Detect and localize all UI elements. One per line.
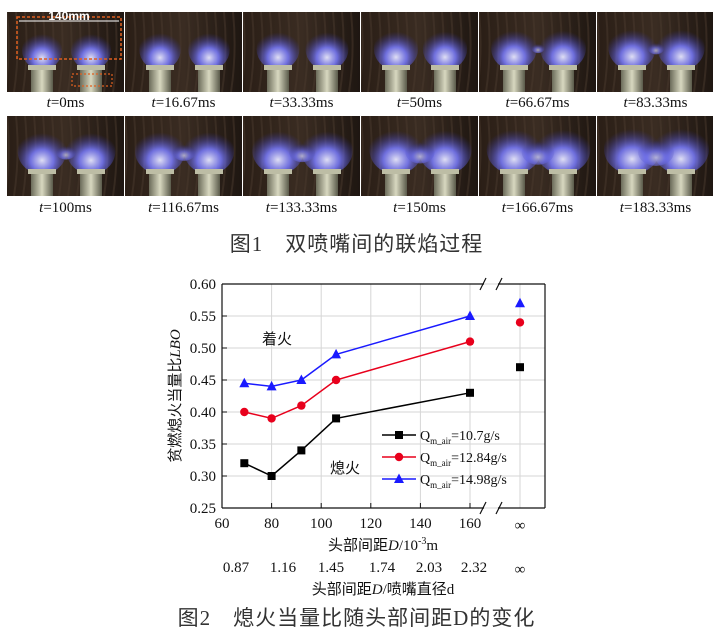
y-tick-label: 0.45 [190,373,216,389]
frame-time-label: t=66.67ms [505,95,570,111]
x2-tick-label: 2.32 [461,560,487,576]
data-point-square [332,414,341,423]
x-tick-label-infinity: ∞ [515,518,526,534]
x-tick-label: 100 [310,516,333,532]
x-tick-label: 160 [459,516,482,532]
x-tick-label: 80 [264,516,279,532]
y-tick-label: 0.30 [190,469,216,485]
data-point-circle [465,337,475,346]
flame-frame [597,116,713,196]
data-point-triangle [394,473,404,483]
y-tick-label: 0.40 [190,405,216,421]
x2-tick-label: 2.03 [416,560,442,576]
flame-frame [597,12,713,92]
data-point-square [466,388,474,397]
data-point-square [267,472,276,480]
axis-break-mark [479,277,487,291]
flame-frame [361,12,478,92]
y-tick-label: 0.50 [190,341,216,357]
flame-frame: 140mm [7,12,124,92]
flame-frame [479,116,596,196]
flame-frame [243,116,360,196]
axis-break-mark [495,501,503,515]
flame-frame [125,12,242,92]
legend-entry: Qm_air=12.84g/s [420,451,507,468]
frame-time-label: t=50ms [396,95,443,111]
frame-time-label: t=150ms [393,200,446,216]
data-point-square [297,446,306,455]
frame-time-label: t=0ms [46,95,85,111]
flame-frame [125,116,242,196]
frame-time-label: t=133.33ms [265,200,338,216]
x-tick-label: 60 [215,516,230,532]
data-point-circle [394,452,404,462]
frame-time-label: t=100ms [39,200,92,216]
figure2-caption: 图2 熄火当量比随头部间距D的变化 [177,606,536,630]
x2-tick-label: 1.45 [318,560,344,576]
data-point-circle [515,318,525,327]
flame-frame [7,116,124,196]
y-tick-label: 0.60 [190,277,216,293]
data-point-circle [240,407,249,417]
data-point-square [516,363,524,372]
data-point-circle [331,375,341,385]
scale-annotation: 140mm [48,12,89,23]
x2-axis-label: 头部间距D/喷嘴直径d [312,581,455,598]
y-tick-label: 0.25 [190,501,216,517]
frame-time-label: t=166.67ms [501,200,574,216]
data-point-circle [297,401,306,410]
data-point-triangle [266,380,277,391]
data-point-triangle [515,297,525,308]
legend-entry: Qm_air=10.7g/s [420,429,500,446]
flame-frame [479,12,596,92]
flame-frame [361,116,478,196]
data-point-circle [267,414,276,423]
x2-tick-label: 1.16 [270,560,297,576]
x2-tick-label: 0.87 [223,560,250,576]
x2-tick-label: 1.74 [369,560,396,576]
extinction-annotation: 熄火 [330,460,360,477]
frame-time-label: t=16.67ms [151,95,216,111]
data-point-square [395,431,403,439]
frame-time-label: t=116.67ms [148,200,219,216]
data-point-triangle [465,310,475,320]
flame-frame [243,12,360,92]
x2-tick-label-infinity: ∞ [515,562,526,578]
x-tick-label: 140 [409,516,432,532]
frame-time-label: t=33.33ms [269,95,334,111]
x-tick-label: 120 [360,516,383,532]
axis-break-mark [495,277,503,291]
legend-entry: Qm_air=14.98g/s [420,473,507,490]
data-point-triangle [331,348,342,359]
frame-time-label: t=183.33ms [619,200,692,216]
y-tick-label: 0.35 [190,437,216,453]
data-point-triangle [296,374,307,384]
ignition-annotation: 着火 [262,331,292,348]
lbo-chart: 0.25 0.30 0.35 0.40 0.45 0.50 0.55 0.60 60 80 100 1… [166,277,546,598]
x-axis-label: 头部间距D/10-3m [328,536,438,554]
figure1-caption: 图1 双喷嘴间的联焰过程 [229,232,484,256]
axis-break-mark [479,501,487,515]
data-point-square [240,459,249,468]
y-axis-label: 贫燃熄火当量比LBO [166,329,184,463]
y-tick-label: 0.55 [190,309,216,325]
data-point-triangle [239,377,250,388]
frame-time-label: t=83.33ms [623,95,688,111]
